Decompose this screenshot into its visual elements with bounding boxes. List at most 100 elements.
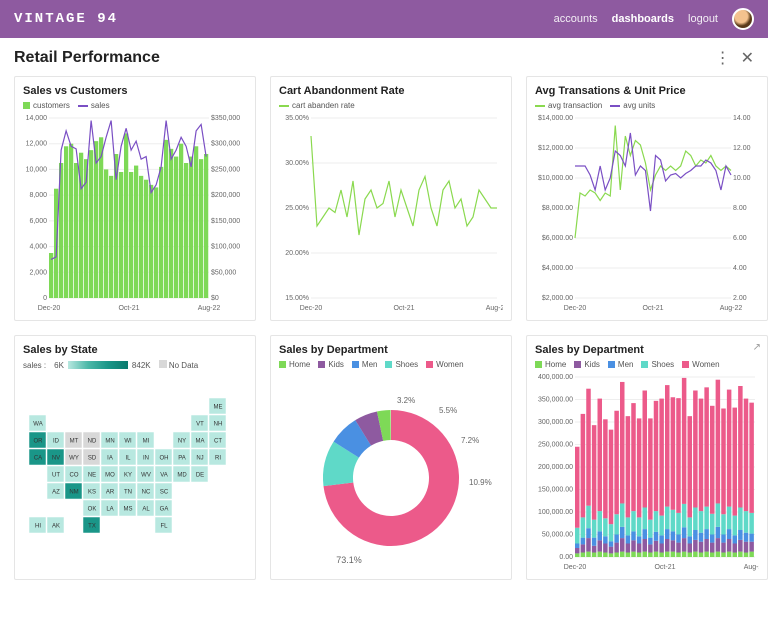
svg-text:ID: ID — [53, 439, 60, 445]
svg-text:15.00%: 15.00% — [285, 295, 309, 302]
svg-text:0: 0 — [43, 295, 47, 302]
svg-text:Oct-21: Oct-21 — [654, 564, 675, 571]
svg-text:$6,000.00: $6,000.00 — [542, 235, 573, 242]
page: Retail Performance ⋮ ✕ Sales vs Customer… — [0, 38, 768, 590]
svg-text:OR: OR — [34, 439, 44, 445]
svg-text:4.00: 4.00 — [733, 265, 747, 272]
svg-text:DE: DE — [196, 473, 204, 479]
svg-text:Oct-21: Oct-21 — [642, 305, 663, 312]
card-title: Sales by Department — [279, 344, 503, 356]
chart-donut: 73.1%10.9%7.2%5.5%3.2% — [279, 373, 503, 573]
svg-text:ND: ND — [88, 439, 97, 445]
svg-text:OH: OH — [160, 456, 169, 462]
svg-text:10.00: 10.00 — [733, 175, 751, 182]
svg-text:WA: WA — [33, 422, 42, 428]
svg-text:Dec-20: Dec-20 — [564, 305, 587, 312]
svg-text:200,000.00: 200,000.00 — [538, 464, 573, 471]
svg-text:KS: KS — [88, 490, 96, 496]
legend: cart abanden rate — [279, 101, 503, 110]
gradient-bar — [68, 361, 128, 369]
svg-text:TX: TX — [88, 524, 96, 530]
top-bar: VINTAGE 94 accounts dashboards logout — [0, 0, 768, 38]
svg-text:MS: MS — [124, 507, 133, 513]
card-avg-trans: Avg Transations & Unit Price avg transac… — [526, 76, 768, 321]
svg-text:PA: PA — [178, 456, 186, 462]
svg-text:RI: RI — [215, 456, 221, 462]
legend: HomeKidsMenShoesWomen — [535, 360, 759, 369]
svg-text:CA: CA — [34, 456, 42, 462]
svg-text:Dec-20: Dec-20 — [564, 564, 587, 571]
svg-text:2,000: 2,000 — [29, 269, 47, 276]
svg-text:20.00%: 20.00% — [285, 250, 309, 257]
legend: HomeKidsMenShoesWomen — [279, 360, 503, 369]
close-icon[interactable]: ✕ — [741, 48, 754, 68]
card-cart-abandon: Cart Abandonment Rate cart abanden rate … — [270, 76, 512, 321]
legend: customers sales — [23, 101, 247, 110]
svg-text:8.00: 8.00 — [733, 205, 747, 212]
legend: sales : 6K 842K No Data — [23, 360, 247, 370]
svg-text:LA: LA — [106, 507, 113, 513]
page-actions: ⋮ ✕ — [715, 48, 754, 68]
svg-text:30.00%: 30.00% — [285, 160, 309, 167]
svg-text:100,000.00: 100,000.00 — [538, 509, 573, 516]
svg-text:10,000: 10,000 — [26, 166, 48, 173]
svg-text:$10,000.00: $10,000.00 — [538, 175, 573, 182]
nav-dashboards[interactable]: dashboards — [612, 13, 674, 25]
expand-icon[interactable]: ↗ — [753, 342, 761, 353]
chart-stacked: 0.0050,000.00100,000.00150,000.00200,000… — [535, 373, 759, 573]
chart-cart-abandon: 15.00%20.00%25.00%30.00%35.00%Dec-20Oct-… — [279, 114, 503, 314]
card-sales-by-state: Sales by State sales : 6K 842K No Data M… — [14, 335, 256, 580]
avatar[interactable] — [732, 8, 754, 30]
svg-text:4,000: 4,000 — [29, 244, 47, 251]
svg-text:AL: AL — [142, 507, 150, 513]
svg-text:$14,000.00: $14,000.00 — [538, 115, 573, 122]
svg-text:MD: MD — [177, 473, 187, 479]
svg-text:14.00: 14.00 — [733, 115, 751, 122]
svg-text:Aug-22: Aug-22 — [198, 305, 221, 312]
svg-text:Aug-22: Aug-22 — [744, 564, 759, 571]
svg-text:3.2%: 3.2% — [397, 396, 415, 405]
svg-text:5.5%: 5.5% — [439, 406, 457, 415]
svg-text:$150,000: $150,000 — [211, 218, 240, 225]
svg-text:7.2%: 7.2% — [461, 436, 479, 445]
nav-logout[interactable]: logout — [688, 13, 718, 25]
svg-text:$8,000.00: $8,000.00 — [542, 205, 573, 212]
svg-text:SD: SD — [88, 456, 97, 462]
svg-text:2.00: 2.00 — [733, 295, 747, 302]
chart-avg-trans: $2,000.00$4,000.00$6,000.00$8,000.00$10,… — [535, 114, 759, 314]
svg-text:SC: SC — [160, 490, 169, 496]
svg-text:12,000: 12,000 — [26, 141, 48, 148]
svg-text:FL: FL — [160, 524, 168, 530]
svg-text:NY: NY — [178, 439, 186, 445]
svg-text:Oct-21: Oct-21 — [393, 305, 414, 312]
chart-sales-vs-customers: 02,0004,0006,0008,00010,00012,00014,000$… — [23, 114, 247, 314]
card-sales-vs-customers: Sales vs Customers customers sales 0 2,00… — [14, 76, 256, 321]
svg-text:25.00%: 25.00% — [285, 205, 309, 212]
svg-text:6,000: 6,000 — [29, 218, 47, 225]
svg-text:IL: IL — [125, 456, 131, 462]
svg-text:WI: WI — [124, 439, 132, 445]
nav-accounts[interactable]: accounts — [554, 13, 598, 25]
svg-text:350,000.00: 350,000.00 — [538, 397, 573, 404]
svg-text:GA: GA — [160, 507, 169, 513]
svg-text:400,000.00: 400,000.00 — [538, 374, 573, 381]
svg-text:Dec-20: Dec-20 — [38, 305, 61, 312]
svg-text:14,000: 14,000 — [26, 115, 48, 122]
card-title: Sales by State — [23, 344, 247, 356]
svg-text:NV: NV — [52, 456, 60, 462]
dashboard-grid: Sales vs Customers customers sales 0 2,00… — [14, 76, 754, 580]
svg-text:NM: NM — [69, 490, 78, 496]
card-title: Sales vs Customers — [23, 85, 247, 97]
svg-text:12.00: 12.00 — [733, 145, 751, 152]
us-map: MEWAVTNHORIDMTNDMNWIMINYMACTCANVWYSDIAIL… — [23, 374, 247, 564]
svg-text:NC: NC — [142, 490, 151, 496]
svg-text:AK: AK — [52, 524, 60, 530]
svg-text:NE: NE — [88, 473, 96, 479]
svg-text:CT: CT — [214, 439, 222, 445]
svg-text:$12,000.00: $12,000.00 — [538, 145, 573, 152]
more-icon[interactable]: ⋮ — [715, 48, 731, 68]
svg-text:$100,000: $100,000 — [211, 244, 240, 251]
svg-text:UT: UT — [52, 473, 60, 479]
svg-text:IN: IN — [143, 456, 149, 462]
svg-text:$2,000.00: $2,000.00 — [542, 295, 573, 302]
